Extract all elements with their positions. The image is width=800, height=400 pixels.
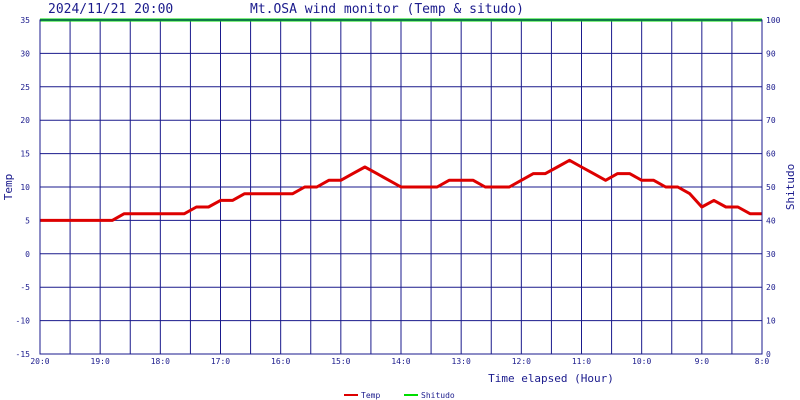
x-axis-label: Time elapsed (Hour) xyxy=(488,372,614,385)
left-axis-label: Temp xyxy=(2,174,15,201)
x-tick-label: 20:0 xyxy=(30,357,49,366)
x-tick-label: 15:0 xyxy=(331,357,350,366)
left-tick-label: -5 xyxy=(20,283,30,292)
x-tick-label: 16:0 xyxy=(271,357,290,366)
left-tick-label: 25 xyxy=(20,83,30,92)
x-tick-label: 19:0 xyxy=(91,357,110,366)
right-tick-label: 10 xyxy=(766,317,776,326)
right-tick-label: 90 xyxy=(766,49,776,58)
left-tick-label: 5 xyxy=(25,216,30,225)
x-tick-label: 9:0 xyxy=(695,357,710,366)
right-tick-label: 70 xyxy=(766,116,776,125)
x-axis-ticks: 20:0 19:0 18:0 17:0 16:0 15:0 14:0 13:0 12:0 11:0… xyxy=(30,357,769,366)
right-tick-label: 20 xyxy=(766,283,776,292)
x-tick-label: 17:0 xyxy=(211,357,230,366)
x-tick-label: 8:0 xyxy=(755,357,770,366)
x-tick-label: 11:0 xyxy=(572,357,591,366)
x-tick-label: 10:0 xyxy=(632,357,651,366)
legend-label-shitudo: Shitudo xyxy=(421,391,455,400)
legend-label-temp: Temp xyxy=(361,391,380,400)
right-tick-label: 80 xyxy=(766,83,776,92)
right-axis-label: Shitudo xyxy=(784,164,797,210)
timestamp: 2024/11/21 20:00 xyxy=(48,2,173,17)
left-tick-label: 0 xyxy=(25,250,30,259)
left-tick-label: 20 xyxy=(20,116,30,125)
left-tick-label: 30 xyxy=(20,49,30,58)
x-tick-label: 14:0 xyxy=(391,357,410,366)
right-tick-label: 60 xyxy=(766,150,776,159)
chart-title: Mt.OSA wind monitor (Temp & situdo) xyxy=(250,2,524,17)
right-tick-label: 30 xyxy=(766,250,776,259)
left-axis-ticks: 35 30 25 20 15 10 5 0 -5 -10 -15 xyxy=(16,16,31,359)
right-tick-label: 40 xyxy=(766,216,776,225)
left-tick-label: 35 xyxy=(20,16,30,25)
x-tick-label: 18:0 xyxy=(151,357,170,366)
left-tick-label: 15 xyxy=(20,150,30,159)
left-tick-label: -10 xyxy=(16,317,31,326)
right-tick-label: 100 xyxy=(766,16,781,25)
plot-border xyxy=(39,19,763,355)
plot-frame xyxy=(39,19,763,355)
right-tick-label: 0 xyxy=(766,350,771,359)
left-tick-label: 10 xyxy=(20,183,30,192)
legend: Temp Shitudo xyxy=(344,391,455,400)
series-line-temp xyxy=(40,158,762,222)
x-tick-label: 12:0 xyxy=(512,357,531,366)
left-tick-label: -15 xyxy=(16,350,31,359)
x-tick-label: 13:0 xyxy=(452,357,471,366)
right-tick-label: 50 xyxy=(766,183,776,192)
